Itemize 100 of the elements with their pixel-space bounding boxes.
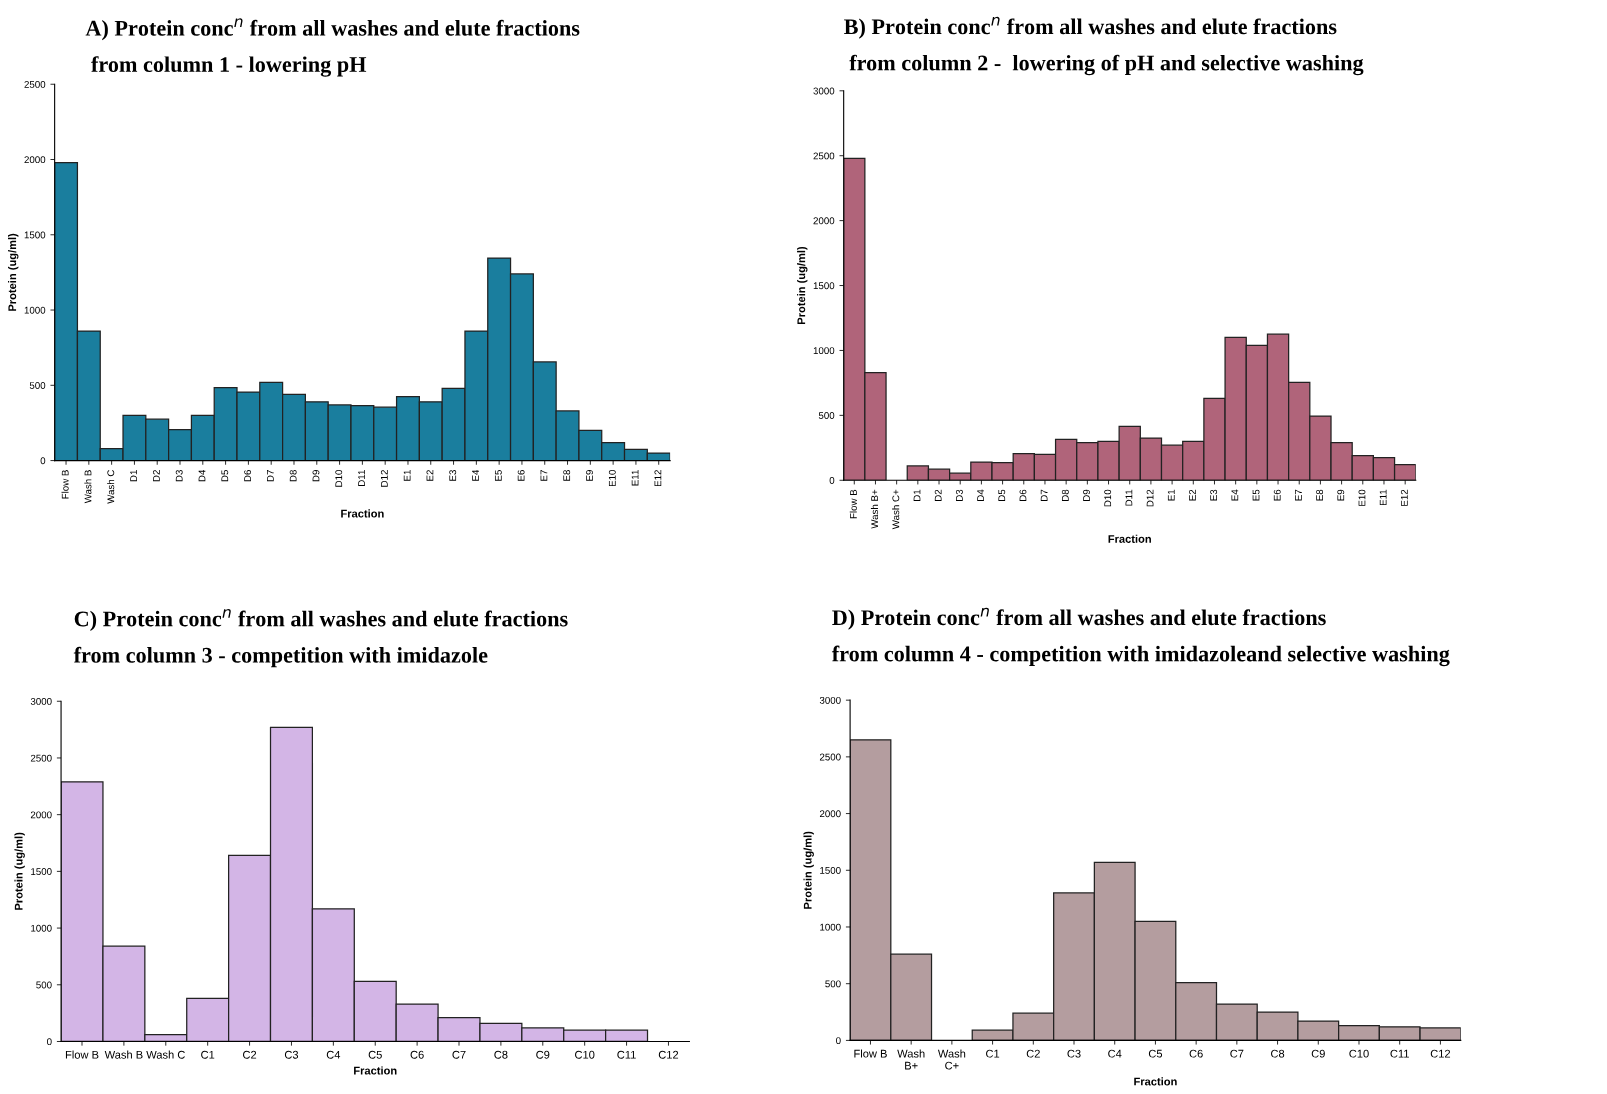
y-axis-title: Protein (ug/ml)	[14, 832, 25, 910]
x-axis-title: Fraction	[354, 1066, 397, 1075]
x-tick-label: E7	[540, 470, 548, 481]
x-tick-label: D1	[130, 470, 137, 482]
chart-title: D) Protein conc$^{n}$ from all washes and elute fractions from column 4 - competition with imidazoleand selective washing	[831, 607, 1450, 667]
y-tick-label: 2500	[30, 754, 52, 762]
x-tick-label: D11	[1125, 489, 1133, 506]
chart-title: B) Protein conc$^{n}$ from all washes and elute fractions from column 2 - lowering of pH and selective washing	[844, 16, 1364, 76]
x-tick-label: C12	[1430, 1049, 1451, 1058]
x-tick-label: Flow B	[65, 1050, 99, 1059]
y-tick-label: 3000	[813, 87, 835, 95]
x-tick-label: C11	[617, 1050, 636, 1059]
x-tick-label: C8	[494, 1050, 508, 1059]
x-tick-label: C2	[1026, 1049, 1040, 1058]
x-tick-label: D10	[1104, 489, 1112, 507]
x-tick-label: D3	[955, 489, 963, 501]
x-tick-label: E6	[1273, 489, 1281, 501]
chart-title: A) Protein conc$^{n}$ from all washes and elute fractions from column 1 - lowering pH	[85, 18, 580, 77]
x-tick-label: D8	[289, 470, 297, 482]
y-axis-title: Protein (ug/ml)	[797, 246, 808, 324]
x-tick-label: C3	[1067, 1049, 1081, 1058]
x-tick-label: E10	[1358, 489, 1366, 506]
y-tick-label: 0	[836, 1037, 841, 1045]
x-tick-label: E12	[654, 470, 662, 487]
x-tick-label: E2	[426, 470, 434, 481]
y-tick-label: 2000	[24, 156, 46, 164]
y-tick-label: 1500	[820, 867, 841, 874]
x-tick-label: D2	[152, 470, 160, 482]
y-tick-label: 1500	[813, 282, 835, 290]
x-tick-label: Wash B	[84, 470, 92, 504]
x-tick-label: Wash C	[146, 1050, 185, 1059]
y-tick-label: 1500	[24, 231, 46, 239]
y-tick-label: 1000	[813, 347, 835, 355]
chart-title: C) Protein conc$^{n}$ from all washes and elute fractions from column 3 - competition with imidazole	[73, 608, 568, 668]
y-axis-title: Protein (ug/ml)	[803, 831, 814, 909]
y-tick-label: 2500	[24, 80, 46, 88]
y-tick-label: 2000	[819, 810, 841, 818]
x-tick-label: Flow B	[61, 470, 69, 499]
x-tick-label: C3	[284, 1050, 299, 1059]
y-tick-label: 1500	[31, 868, 52, 875]
x-tick-label: Wash C	[107, 469, 115, 504]
y-tick-label: 0	[829, 477, 835, 484]
x-tick-label: C6	[410, 1050, 424, 1059]
x-tick-label: D9	[1083, 489, 1090, 501]
y-tick-label: 2500	[819, 753, 841, 761]
x-tick-label: C12	[658, 1050, 679, 1059]
x-tick-label: E4	[472, 469, 479, 481]
y-tick-label: 500	[825, 980, 841, 988]
x-tick-label: C10	[575, 1050, 595, 1059]
x-tick-label: D8	[1061, 489, 1069, 501]
y-tick-label: 0	[40, 457, 46, 465]
x-tick-label: E1	[1167, 489, 1175, 501]
x-tick-label: C9	[1311, 1049, 1325, 1058]
x-tick-label: C6	[1189, 1049, 1203, 1058]
x-tick-label: E4	[1231, 489, 1239, 501]
x-axis-title: Fraction	[1134, 1077, 1177, 1086]
x-tick-label: C1	[986, 1049, 1000, 1058]
x-tick-label: E1	[403, 470, 411, 481]
x-tick-label: E6	[517, 470, 525, 481]
x-tick-label: E2	[1189, 489, 1196, 501]
x-tick-label: D6	[1019, 489, 1027, 501]
x-tick-label: E7	[1295, 489, 1302, 501]
x-tick-label: E11	[631, 470, 639, 486]
x-tick-label: C9	[536, 1050, 550, 1059]
y-tick-label: 1000	[820, 923, 841, 931]
x-tick-label: E5	[494, 470, 502, 481]
x-tick-label: D4	[977, 489, 984, 501]
x-tick-label: C5	[1148, 1049, 1163, 1058]
x-tick-label: C10	[1349, 1049, 1369, 1058]
y-tick-label: 2000	[30, 811, 52, 819]
x-tick-label: E11	[1379, 489, 1387, 506]
y-tick-label: 1000	[31, 924, 52, 932]
x-axis-title: Fraction	[1108, 534, 1151, 543]
x-tick-label: D1	[913, 489, 921, 501]
y-tick-label: 3000	[30, 697, 52, 705]
y-tick-label: 2500	[813, 152, 835, 160]
x-tick-label: Wash B+	[897, 1049, 925, 1070]
x-tick-label: D9	[312, 470, 320, 482]
x-tick-label: E8	[1316, 489, 1324, 501]
x-tick-label: Wash B+	[870, 489, 879, 529]
x-tick-label: C4	[1108, 1049, 1122, 1058]
x-tick-label: C1	[201, 1050, 215, 1059]
x-tick-label: E10	[608, 469, 616, 487]
y-tick-label: 1000	[24, 306, 46, 314]
x-tick-label: C4	[326, 1050, 341, 1059]
x-tick-label: D5	[221, 470, 229, 482]
x-tick-label: C7	[1230, 1049, 1244, 1058]
x-tick-label: D5	[998, 489, 1006, 501]
x-tick-label: D7	[1040, 489, 1048, 501]
x-tick-label: D7	[267, 470, 274, 482]
y-tick-label: 500	[818, 412, 835, 419]
y-tick-label: 0	[47, 1038, 52, 1046]
x-tick-label: D4	[198, 469, 206, 482]
x-tick-label: Wash B	[104, 1050, 143, 1059]
x-tick-label: E5	[1252, 489, 1260, 501]
x-tick-label: E3	[449, 470, 457, 481]
x-tick-label: E9	[586, 470, 593, 481]
x-tick-label: D6	[244, 470, 252, 482]
x-tick-label: Flow B	[849, 489, 857, 519]
x-tick-label: Wash C+	[937, 1049, 966, 1070]
